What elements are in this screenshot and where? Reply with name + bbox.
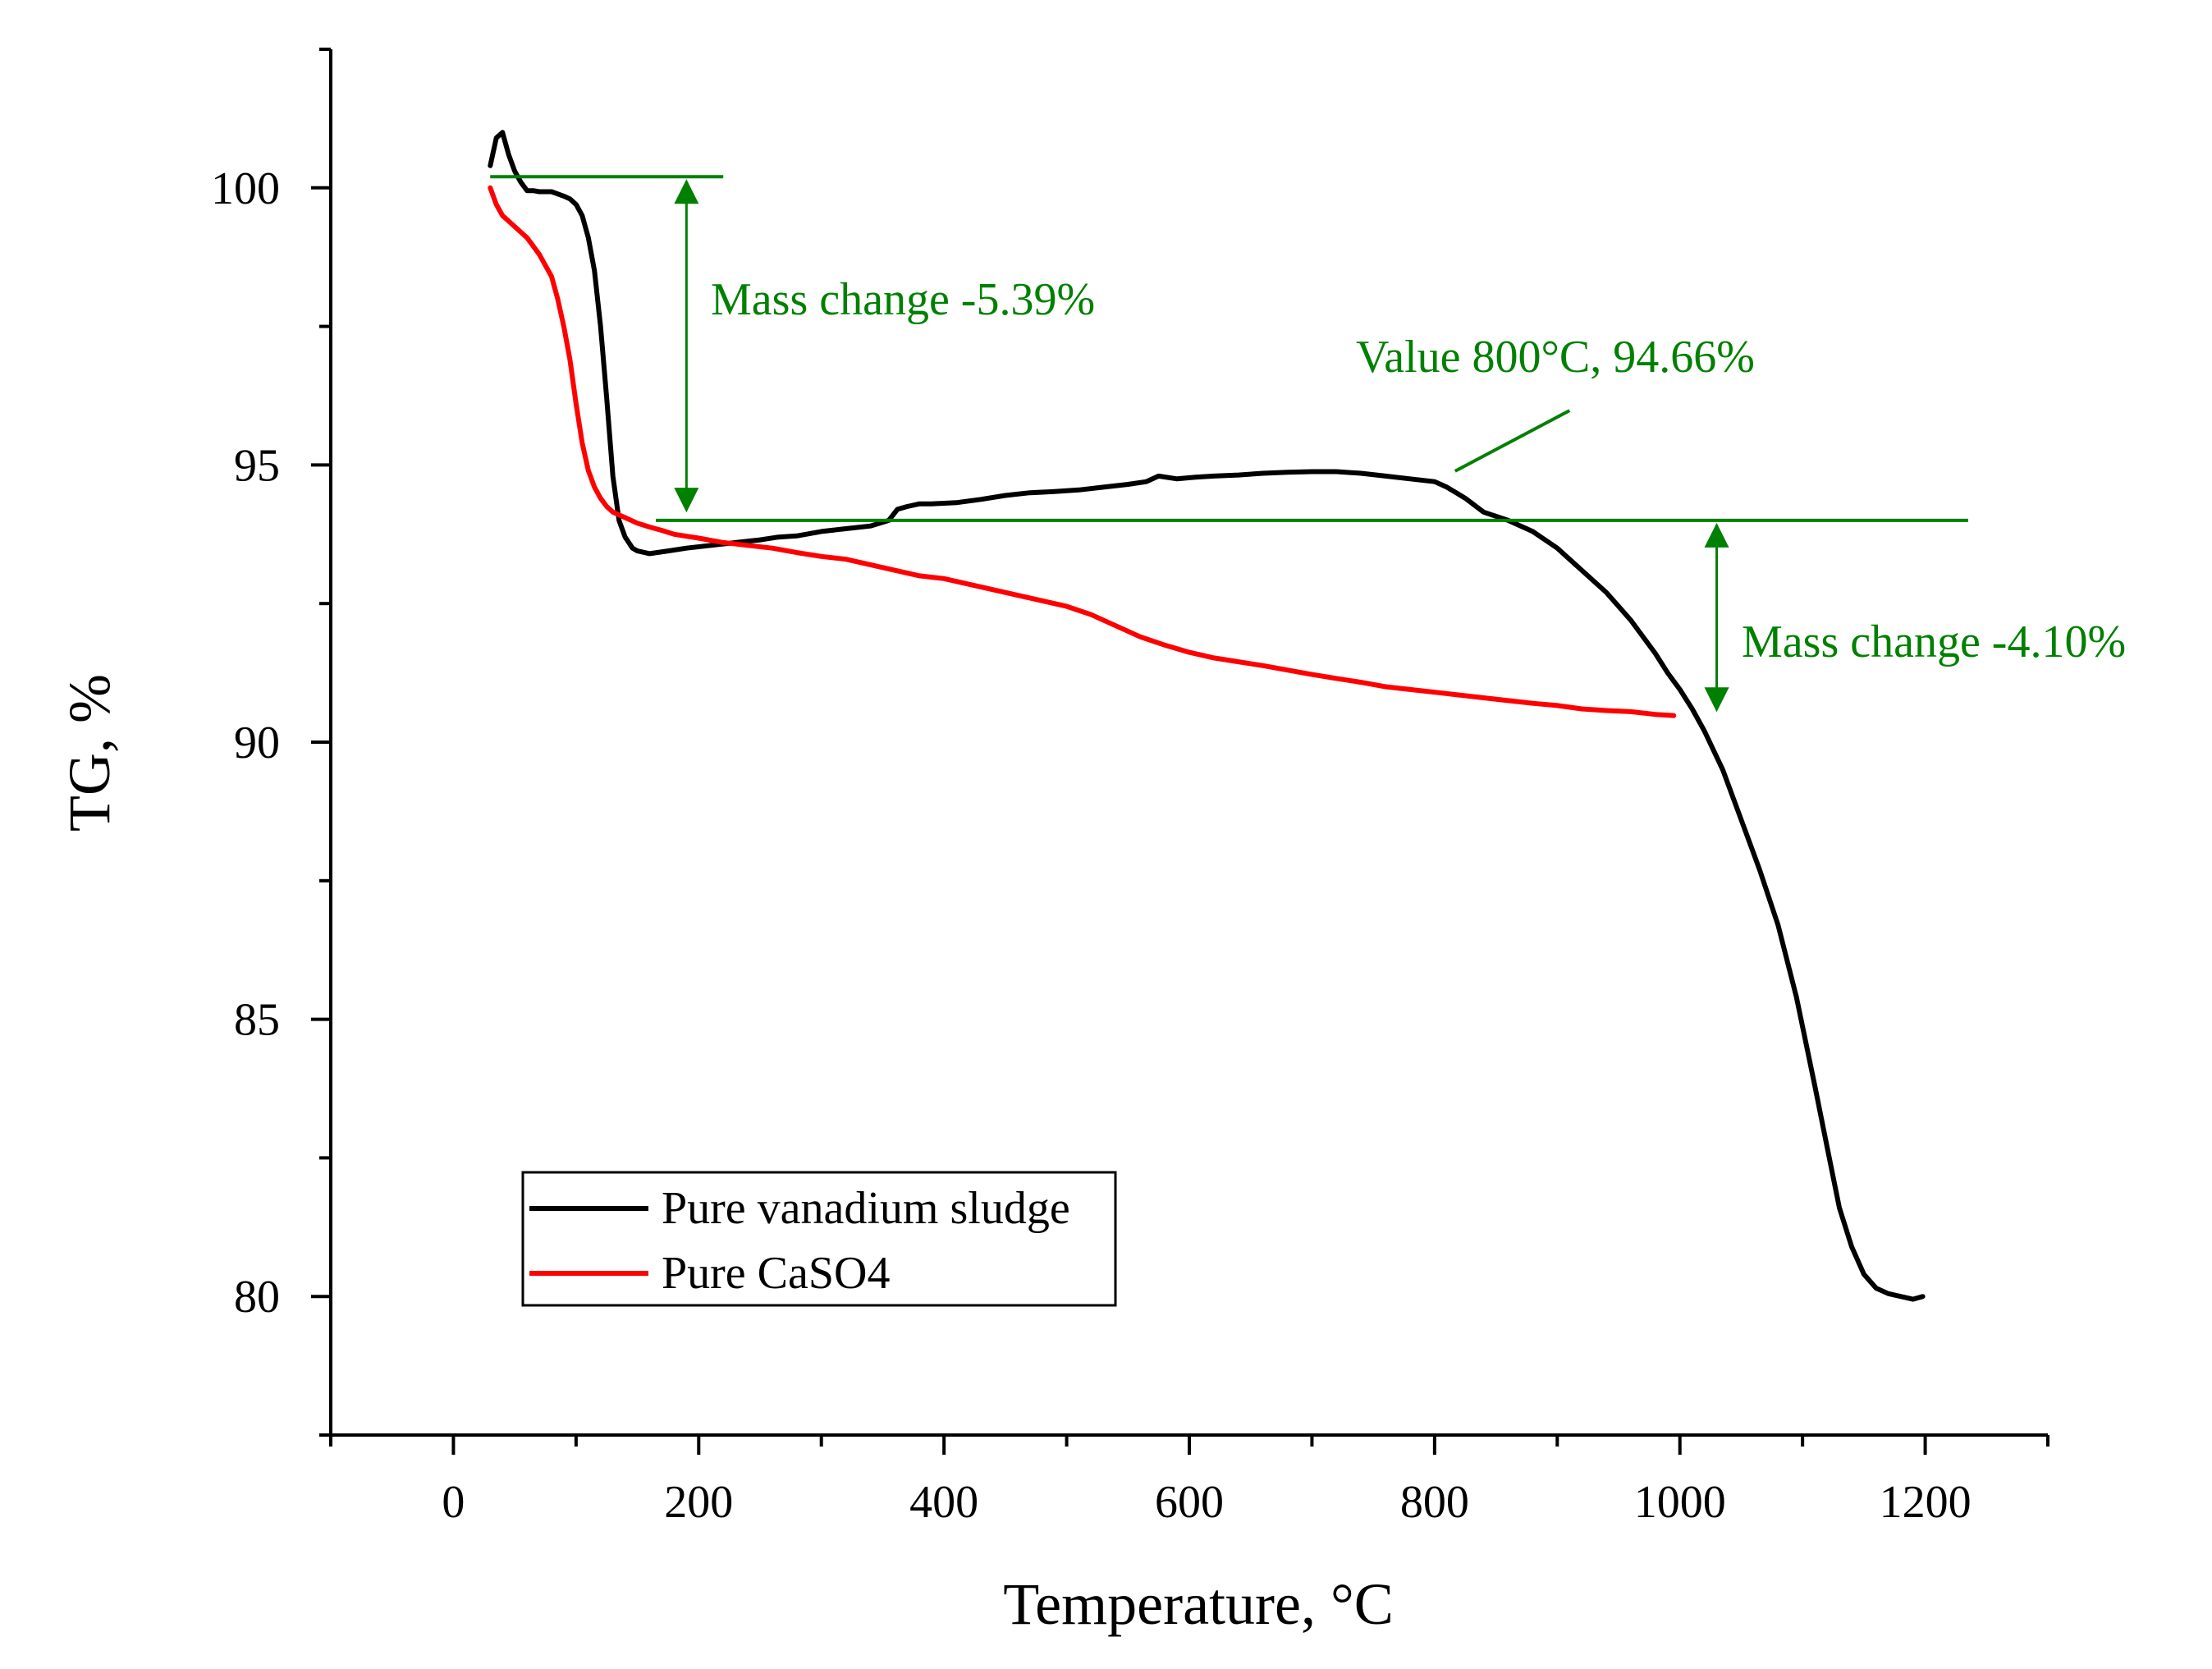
y-tick-label: 95 [234, 440, 280, 491]
x-tick-label: 200 [664, 1477, 733, 1528]
y-tick-label: 85 [234, 995, 280, 1046]
y-axis-title: TG, % [57, 674, 122, 832]
y-tick-label: 80 [234, 1272, 280, 1323]
annotations-layer: Mass change -5.39% Mass change -4.10% Valu… [490, 175, 2126, 713]
series-layer [488, 130, 1926, 1302]
value-800-label: Value 800°C, 94.66% [1356, 332, 1755, 383]
x-tick-label: 800 [1400, 1477, 1469, 1528]
y-tick-label: 90 [234, 718, 280, 768]
x-tick-label: 600 [1155, 1477, 1224, 1528]
legend-label-caso4: Pure CaSO4 [662, 1248, 890, 1299]
x-tick-label: 1000 [1634, 1477, 1726, 1528]
x-axis-title: Temperature, °C [1003, 1571, 1394, 1637]
legend-box [521, 1171, 1117, 1307]
y-tick-label: 100 [211, 163, 280, 214]
axes: 0 200 400 600 800 1000 1200 80 85 90 95 100 [211, 48, 2049, 1528]
series-line-vanadium-sludge [488, 130, 1926, 1302]
legend: Pure vanadium sludge Pure CaSO4 [521, 1171, 1117, 1307]
series-line-caso4 [488, 185, 1677, 718]
x-tick-label: 400 [909, 1477, 978, 1528]
value-800-leader-line [1454, 409, 1571, 473]
x-tick-label: 0 [442, 1477, 465, 1528]
legend-label-vanadium-sludge: Pure vanadium sludge [662, 1183, 1070, 1234]
x-tick-label: 1200 [1880, 1477, 1972, 1528]
mass-change-2-label: Mass change -4.10% [1742, 617, 2126, 667]
mass-change-1-label: Mass change -5.39% [711, 274, 1095, 325]
